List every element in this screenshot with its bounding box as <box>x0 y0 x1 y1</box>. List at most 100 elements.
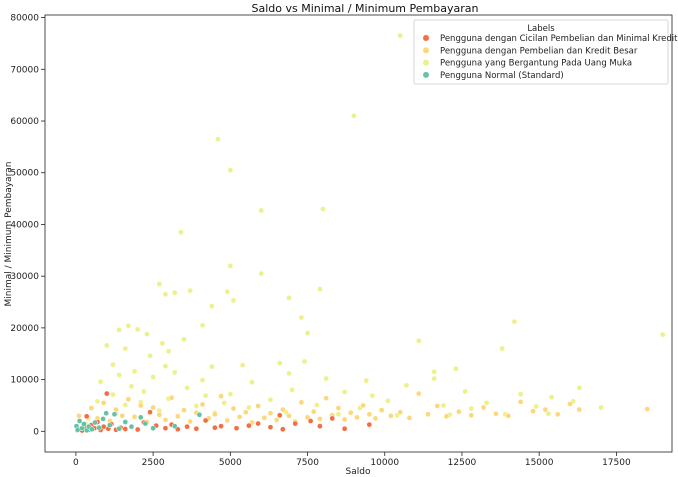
data-point <box>199 322 206 329</box>
data-point <box>369 392 376 399</box>
data-point <box>147 352 153 359</box>
data-point <box>147 409 153 416</box>
data-point <box>258 207 265 214</box>
data-point <box>88 405 95 411</box>
y-tick-label: 80000 <box>10 14 39 24</box>
data-point <box>372 415 379 422</box>
data-point <box>341 389 348 395</box>
data-point <box>576 385 583 391</box>
data-point <box>452 365 459 372</box>
data-point <box>94 398 101 405</box>
data-point <box>533 403 539 410</box>
data-point <box>230 297 237 304</box>
data-point <box>122 402 129 408</box>
data-point <box>307 418 314 424</box>
data-point <box>431 368 438 375</box>
data-point <box>341 425 348 432</box>
data-point <box>276 412 283 419</box>
x-tick-label: 17500 <box>602 458 631 468</box>
data-point <box>313 402 320 408</box>
data-point <box>246 422 252 429</box>
data-point <box>137 414 144 421</box>
data-point <box>122 426 129 432</box>
data-point <box>199 401 206 408</box>
data-point <box>181 336 187 343</box>
data-point <box>221 400 227 406</box>
data-point <box>517 391 524 397</box>
data-point <box>125 322 132 329</box>
data-point <box>468 412 475 419</box>
data-point <box>202 417 209 424</box>
y-tick-label: 40000 <box>10 220 39 230</box>
data-point <box>150 425 156 432</box>
data-point <box>110 391 116 398</box>
data-point <box>116 327 122 333</box>
data-point <box>279 426 286 433</box>
y-tick-label: 30000 <box>10 272 39 282</box>
data-point <box>298 314 305 321</box>
data-point <box>505 412 512 419</box>
data-point <box>304 414 311 421</box>
data-point <box>171 289 178 296</box>
data-point <box>644 406 651 412</box>
data-point <box>335 405 342 411</box>
data-point <box>227 167 234 173</box>
data-point <box>81 421 87 427</box>
data-point <box>323 395 329 402</box>
data-point <box>208 363 215 370</box>
x-tick-label: 2500 <box>142 458 165 468</box>
data-point <box>329 415 336 422</box>
data-point <box>341 416 348 423</box>
data-point <box>218 423 224 429</box>
data-point <box>215 136 221 142</box>
data-point <box>76 412 82 419</box>
x-tick-label: 10000 <box>370 458 399 468</box>
data-point <box>317 416 323 422</box>
x-tick-label: 5000 <box>219 458 242 468</box>
data-point <box>292 420 299 427</box>
data-point <box>103 342 110 349</box>
data-point <box>363 377 370 384</box>
data-point <box>576 406 583 413</box>
data-point <box>224 288 231 295</box>
data-point <box>144 331 150 337</box>
data-point <box>100 416 106 422</box>
data-point <box>134 426 141 433</box>
data-point <box>122 419 129 425</box>
data-point <box>199 377 206 383</box>
data-point <box>320 206 326 212</box>
data-point <box>598 404 604 411</box>
x-tick-label: 15000 <box>525 458 554 468</box>
data-point <box>304 330 311 336</box>
data-point <box>116 372 122 378</box>
data-point <box>218 393 224 399</box>
data-point <box>150 374 156 380</box>
plot-area <box>73 32 666 434</box>
data-point <box>242 409 249 416</box>
y-axis: 0 10000 20000 30000 40000 50000 60000 70000 8000… <box>10 14 45 437</box>
data-point <box>403 382 410 389</box>
data-point <box>142 420 149 427</box>
data-point <box>178 229 184 236</box>
data-point <box>184 423 190 430</box>
data-point <box>511 318 518 325</box>
legend-marker <box>422 71 430 79</box>
data-point <box>227 262 234 269</box>
x-axis-label: Saldo <box>346 467 371 477</box>
data-point <box>366 421 373 428</box>
data-point <box>406 415 413 421</box>
data-point <box>171 423 178 429</box>
data-point <box>456 408 462 415</box>
data-point <box>171 369 178 376</box>
data-point <box>119 412 126 419</box>
y-tick-label: 50000 <box>10 169 39 179</box>
legend-marker <box>422 59 430 67</box>
data-point <box>545 410 552 417</box>
data-point <box>542 406 549 413</box>
data-point <box>431 375 438 382</box>
data-point <box>193 403 200 409</box>
data-point <box>351 112 357 119</box>
data-point <box>230 405 237 412</box>
data-point <box>354 414 360 421</box>
